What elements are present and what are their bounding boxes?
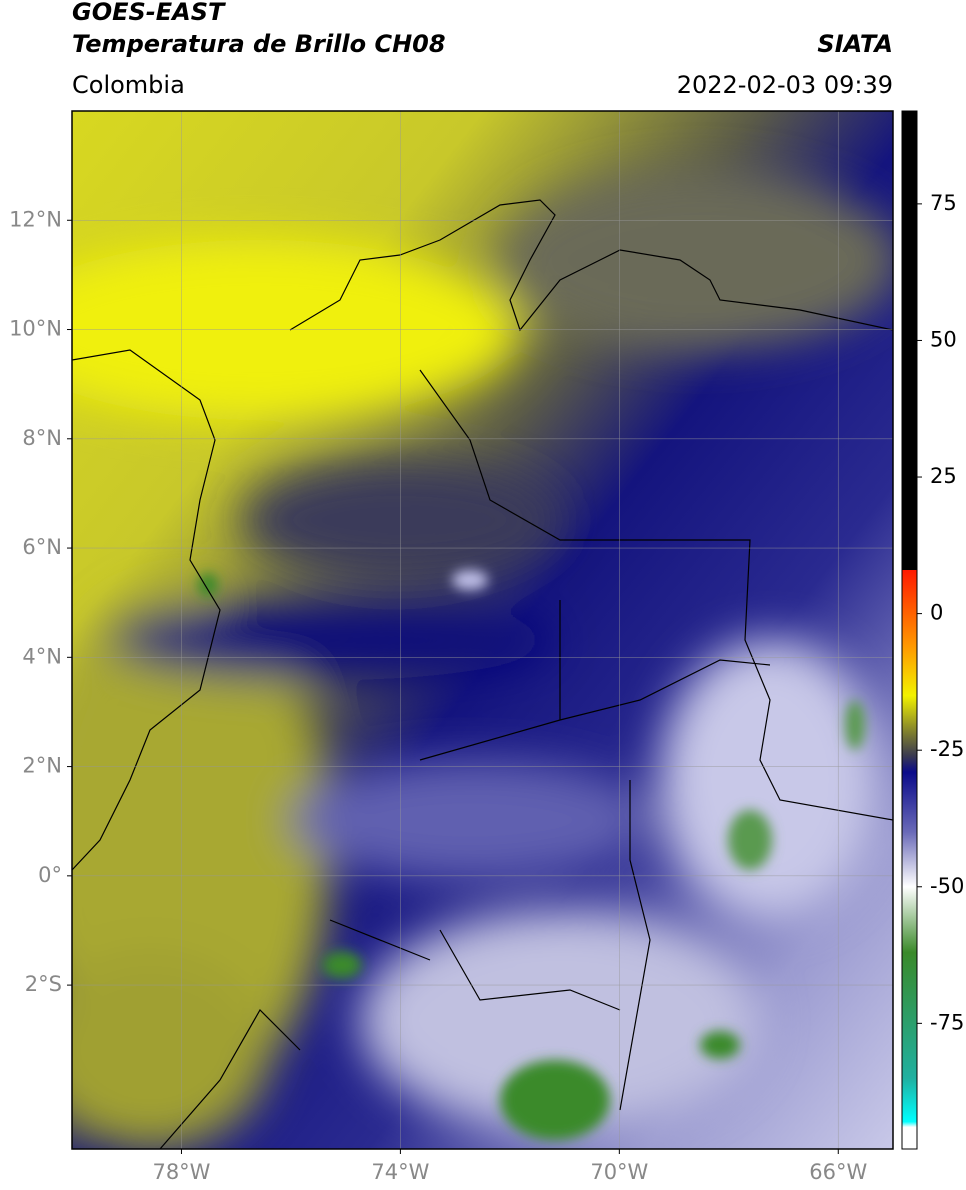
colorbar-tick-label: 75 (930, 191, 957, 215)
source: SIATA (817, 30, 893, 58)
colorbar-tick-label: -75 (930, 1010, 964, 1034)
colorbar-tick-label: 50 (930, 327, 957, 351)
colorbar-tick-label: 25 (930, 464, 957, 488)
y-tick-label: 4°N (22, 644, 62, 668)
grid (72, 111, 893, 1149)
subtitle: Temperatura de Brillo CH08 (72, 30, 446, 58)
colorbar-tick-label: 0 (930, 601, 943, 625)
datetime: 2022-02-03 09:39 (677, 71, 893, 99)
title: GOES-EAST (72, 0, 226, 26)
colorbar-tick-label: -25 (930, 737, 964, 761)
x-tick-label: 66°W (809, 1160, 867, 1184)
y-tick-label: 10°N (9, 317, 62, 341)
y-tick-label: 0° (38, 863, 62, 887)
plot-frame (71, 110, 894, 1150)
y-tick-label: 2°N (22, 754, 62, 778)
y-tick-label: 8°N (22, 426, 62, 450)
x-tick-label: 74°W (371, 1160, 429, 1184)
colorbar (901, 110, 918, 1150)
y-tick-label: 12°N (9, 207, 62, 231)
region: Colombia (72, 71, 185, 99)
y-tick-label: 6°N (22, 535, 62, 559)
satellite-image (72, 111, 893, 1149)
x-tick-label: 78°W (152, 1160, 210, 1184)
y-tick-label: 2°S (25, 972, 62, 996)
x-tick-label: 70°W (590, 1160, 648, 1184)
colorbar-tick-label: -50 (930, 874, 964, 898)
